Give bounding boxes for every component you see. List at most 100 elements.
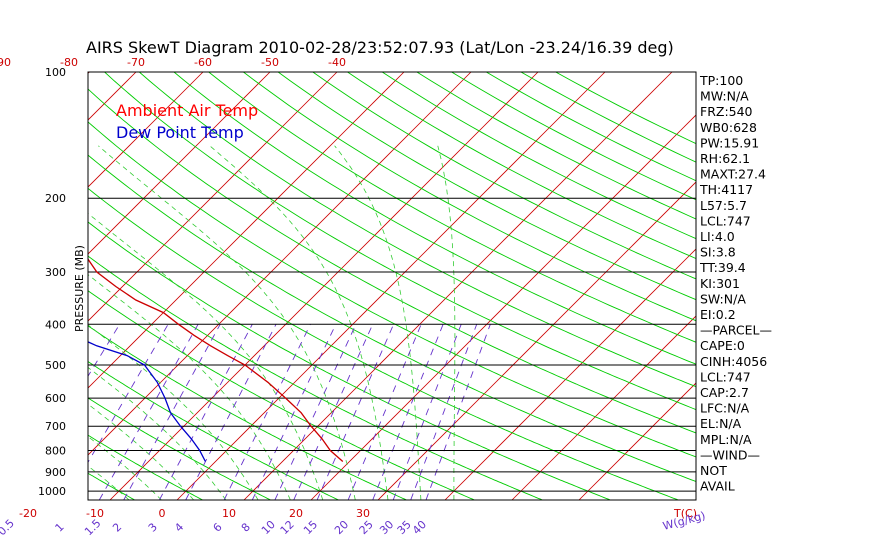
temp-tick-label-bottom: 10 — [222, 507, 236, 520]
moist-adiabat-line — [98, 145, 356, 500]
temp-tick-label-top: -50 — [261, 56, 279, 69]
isotherm-line — [310, 114, 696, 500]
stat-item: FRZ:540 — [700, 104, 753, 119]
stat-item: LCL:747 — [700, 369, 751, 384]
stat-item: WB0:628 — [700, 120, 757, 135]
temp-tick-label-bottom: -20 — [19, 507, 37, 520]
stat-item: PW:15.91 — [700, 135, 759, 150]
dry-adiabat-line — [88, 397, 271, 500]
stat-item: LCL:747 — [700, 213, 751, 228]
mixing-ratio-line — [223, 324, 311, 500]
mixing-ratio-line — [372, 324, 444, 500]
dry-adiabat-line — [243, 72, 696, 322]
pressure-tick-label: 400 — [45, 318, 66, 331]
mixing-ratio-line — [293, 324, 374, 500]
temp-tick-label-top: -60 — [194, 56, 212, 69]
isotherm-line — [88, 72, 405, 389]
chart-title: AIRS SkewT Diagram 2010-02-28/23:52:07.9… — [86, 38, 674, 57]
moist-adiabat-line — [88, 274, 291, 500]
stats-panel: TP:100MW:N/AFRZ:540WB0:628PW:15.91RH:62.… — [699, 73, 772, 494]
pressure-tick-label: 300 — [45, 266, 66, 279]
mixing-ratio-line — [274, 324, 357, 500]
mixing-ratio-line — [88, 324, 120, 378]
stat-item: MAXT:27.4 — [700, 167, 766, 182]
temp-tick-label-bottom: 20 — [289, 507, 303, 520]
isotherm-line — [511, 315, 696, 500]
dew-point-temp-line — [88, 341, 206, 462]
y-axis-label: PRESSURE (MB) — [73, 245, 86, 332]
moist-adiabat-line — [437, 145, 456, 500]
stat-item: MPL:N/A — [700, 432, 752, 447]
legend-dew-point-temp: Dew Point Temp — [116, 123, 244, 142]
mixing-ratio-line — [316, 324, 395, 500]
dry-adiabat-line — [173, 72, 696, 365]
pressure-tick-label: 600 — [45, 392, 66, 405]
mixing-ratio-line — [347, 324, 422, 500]
stat-item: CINH:4056 — [700, 354, 767, 369]
temp-tick-label-bottom: -10 — [86, 507, 104, 520]
pressure-tick-label: 800 — [45, 445, 66, 458]
stat-item: TT:39.4 — [699, 260, 746, 275]
mixing-ratio-line — [392, 324, 462, 500]
stat-item: LFC:N/A — [700, 401, 750, 416]
mixing-ratio-line — [185, 324, 277, 500]
plot-frame — [87, 71, 697, 501]
temp-tick-label-top: -70 — [127, 56, 145, 69]
dry-adiabat-line — [88, 361, 339, 500]
mixing-ratio-line — [251, 324, 337, 500]
dry-adiabat-line — [88, 255, 543, 500]
dry-adiabat-line — [312, 72, 696, 280]
stat-item: EL:N/A — [700, 416, 742, 431]
dry-adiabat-line — [104, 72, 696, 411]
mixing-ratio-line — [410, 324, 478, 500]
temp-tick-label-bottom: 30 — [356, 507, 370, 520]
pressure-tick-label: 100 — [45, 66, 66, 79]
dry-adiabat-line — [88, 154, 696, 482]
stat-item: SI:3.8 — [700, 245, 736, 260]
dry-adiabat-line — [208, 72, 696, 343]
moist-adiabat-line — [334, 145, 422, 500]
stat-item: TP:100 — [699, 73, 743, 88]
x-axis-label: T(C) — [673, 507, 697, 520]
isotherm-line — [88, 72, 338, 322]
isotherm-line — [578, 382, 696, 500]
dry-adiabat-line — [88, 290, 475, 500]
stat-item: LI:4.0 — [700, 229, 735, 244]
stat-item: KI:301 — [700, 276, 740, 291]
stat-item: EI:0.2 — [700, 307, 736, 322]
dry-adiabat-line — [88, 88, 696, 434]
pressure-tick-label: 900 — [45, 466, 66, 479]
dry-adiabat-line — [139, 72, 696, 388]
dry-adiabat-line — [347, 72, 696, 260]
dry-adiabat-line — [88, 325, 407, 500]
stat-item: CAP:2.7 — [700, 385, 749, 400]
legend-ambient-air-temp: Ambient Air Temp — [116, 101, 258, 120]
isotherm-line — [176, 72, 606, 500]
pressure-tick-label: 500 — [45, 359, 66, 372]
stat-item: —PARCEL— — [700, 323, 772, 338]
stat-item: CAPE:0 — [700, 338, 745, 353]
stat-item: —WIND— — [700, 447, 760, 462]
pressure-tick-label: 1000 — [38, 485, 66, 498]
isotherm-line — [444, 248, 696, 500]
temp-tick-label-top: -40 — [328, 56, 346, 69]
moist-adiabat-line — [88, 366, 227, 500]
dry-adiabat-line — [88, 187, 679, 500]
dry-adiabat-line — [88, 221, 611, 500]
temp-tick-label-top: -80 — [60, 56, 78, 69]
isotherm-line — [88, 72, 204, 188]
isotherm-line — [88, 72, 472, 456]
stat-item: NOT — [700, 463, 727, 478]
moist-adiabat-line — [209, 145, 389, 500]
stat-item: L57:5.7 — [700, 198, 747, 213]
stat-item: SW:N/A — [700, 291, 746, 306]
stat-item: AVAIL — [700, 479, 735, 494]
isotherm-line — [88, 72, 271, 255]
mixing-ratio-line — [88, 324, 169, 464]
dry-adiabat-line — [277, 72, 696, 301]
stat-item: MW:N/A — [700, 89, 749, 104]
isotherm-line — [243, 72, 673, 500]
dry-adiabat-line — [88, 434, 203, 500]
